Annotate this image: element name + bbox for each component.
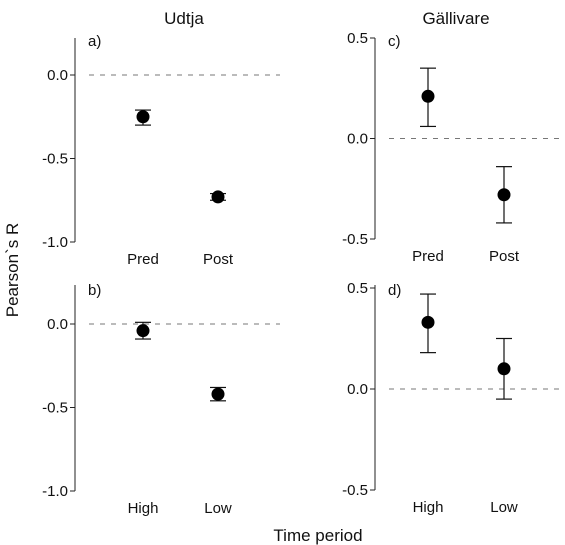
panel-label: c)	[388, 33, 401, 50]
panel-2: 0.5 0.0 -0.5 c) Pred Post	[342, 30, 560, 265]
panel-4: 0.5 0.0 -0.5 d) High Low	[342, 280, 560, 516]
data-point-low	[497, 362, 511, 376]
data-point-high	[421, 315, 435, 329]
data-point-pred	[421, 89, 435, 103]
y-tick-label: -0.5	[42, 151, 68, 168]
x-tick-label: High	[128, 500, 159, 517]
panels-group: 0.0 -0.5 -1.0 a) Pred Post 0.5 0.0 -0.5 c) Pred Pos…	[42, 30, 560, 517]
data-point-high	[136, 324, 150, 338]
x-tick-label: Low	[490, 499, 518, 516]
panel-3: 0.0 -0.5 -1.0 b) High Low	[42, 282, 280, 517]
data-point-post	[497, 188, 511, 202]
y-tick-label: 0.0	[347, 131, 368, 148]
y-tick-label: 0.0	[347, 381, 368, 398]
x-axis-title: Time period	[273, 526, 362, 545]
x-tick-label: Pred	[127, 251, 159, 268]
y-tick-label: -0.5	[342, 231, 368, 248]
x-tick-label: Post	[489, 248, 520, 265]
data-point-low	[211, 387, 225, 401]
panel-label: a)	[88, 33, 101, 50]
y-tick-label: 0.0	[47, 67, 68, 84]
data-point-post	[211, 190, 225, 204]
y-tick-label: -0.5	[42, 400, 68, 417]
y-tick-label: -1.0	[42, 234, 68, 251]
y-tick-label: 0.0	[47, 316, 68, 333]
x-tick-label: Pred	[412, 248, 444, 265]
y-tick-label: 0.5	[347, 30, 368, 47]
column-title-gallivare: Gällivare	[422, 9, 489, 28]
data-point-pred	[136, 110, 150, 124]
panel-label: b)	[88, 282, 101, 299]
panel-1: 0.0 -0.5 -1.0 a) Pred Post	[42, 33, 280, 268]
x-tick-label: Post	[203, 251, 234, 268]
y-tick-label: 0.5	[347, 280, 368, 297]
panel-label: d)	[388, 282, 401, 299]
y-tick-label: -1.0	[42, 483, 68, 500]
column-title-udtja: Udtja	[164, 9, 204, 28]
y-axis-title: Pearson`s R	[3, 223, 22, 317]
y-tick-label: -0.5	[342, 482, 368, 499]
x-tick-label: Low	[204, 500, 232, 517]
x-tick-label: High	[413, 499, 444, 516]
